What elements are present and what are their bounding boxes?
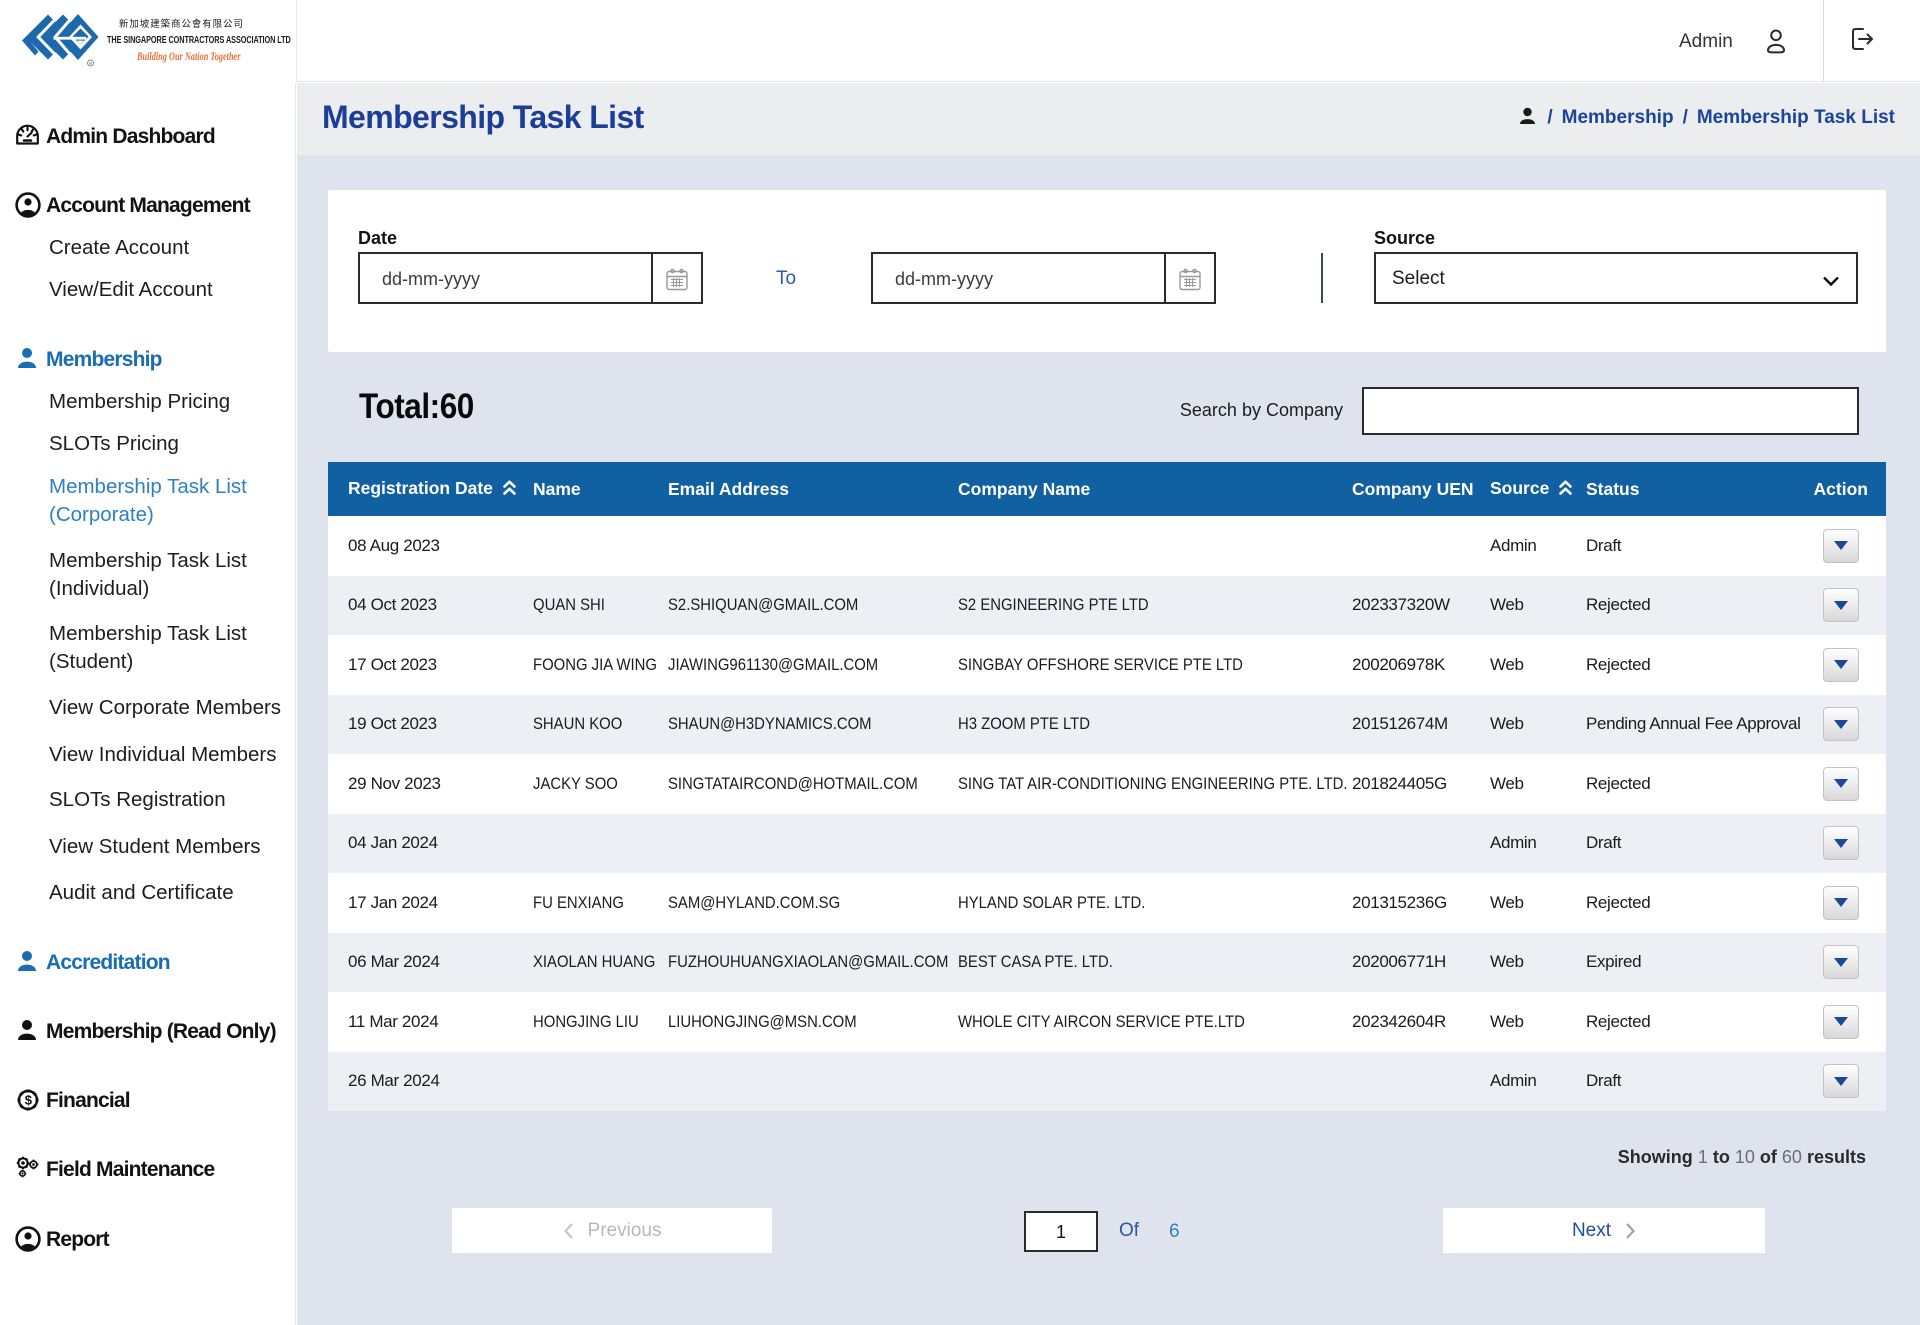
svg-text:$: $: [25, 1093, 33, 1108]
svg-text:R: R: [89, 61, 92, 66]
